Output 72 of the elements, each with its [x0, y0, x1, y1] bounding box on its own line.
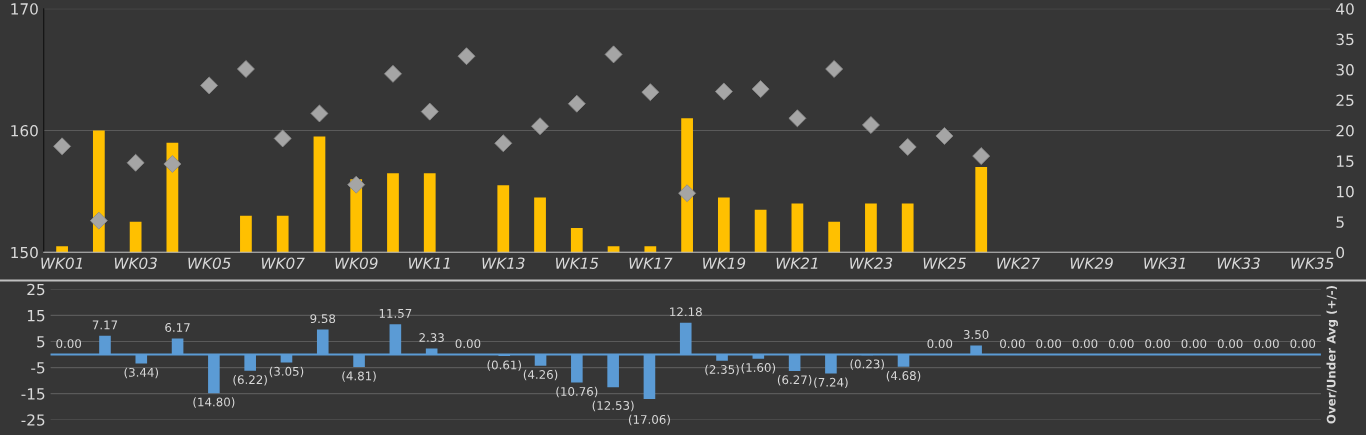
x-tick-label: WK17	[629, 257, 673, 269]
data-label: (10.76)	[556, 386, 598, 398]
data-label: (2.35)	[705, 364, 739, 376]
y-tick-label: 150	[11, 246, 38, 259]
data-label: 0.00	[1181, 339, 1207, 349]
data-label: (6.27)	[777, 375, 812, 386]
data-label: (3.05)	[269, 366, 304, 378]
data-label: 2.33	[419, 333, 444, 342]
data-label: 0.00	[1072, 339, 1098, 349]
y2-tick-label: 5	[1336, 216, 1344, 228]
data-label: 0.00	[1036, 339, 1062, 349]
y2-tick-label: 20	[1336, 124, 1354, 137]
y2-tick-label: 30	[1336, 64, 1354, 76]
x-tick-label: WK25	[923, 257, 966, 269]
x-tick-label: WK03	[114, 257, 157, 269]
y-tick-label: 170	[11, 3, 38, 15]
x-tick-label: WK11	[408, 257, 450, 269]
data-label: 0.00	[1290, 339, 1316, 349]
y2-tick-label: 15	[1337, 155, 1354, 167]
x-tick-label: WK05	[188, 257, 231, 269]
data-label: 0.00	[56, 339, 82, 349]
y-tick-label: -25	[21, 414, 45, 426]
data-label: 12.18	[670, 307, 702, 317]
data-label: (3.44)	[124, 367, 159, 379]
y2-tick-label: 35	[1336, 33, 1354, 46]
data-label: 0.00	[1108, 339, 1134, 349]
data-label: (14.80)	[193, 397, 235, 408]
y2-tick-label: 10	[1337, 185, 1354, 198]
x-tick-label: WK15	[555, 257, 599, 269]
y-tick-label: -15	[21, 388, 45, 400]
y-tick-label: 25	[27, 283, 45, 296]
data-label: (17.06)	[628, 414, 670, 426]
data-label: 11.57	[379, 309, 412, 318]
data-label: 7.17	[92, 320, 118, 330]
data-label: (0.23)	[850, 359, 884, 370]
data-label: (4.68)	[886, 370, 921, 382]
data-label: 0.00	[1000, 339, 1025, 349]
x-tick-label: WK13	[482, 257, 525, 269]
x-tick-label: WK19	[703, 257, 746, 269]
y-axis-title: Over/Under Avg (+/-)	[1326, 285, 1338, 424]
y-tick-label: 5	[37, 336, 45, 348]
data-label: 0.00	[927, 339, 953, 349]
data-label: (1.60)	[741, 362, 776, 374]
data-label: (4.26)	[523, 369, 558, 381]
data-label: 6.17	[165, 323, 190, 332]
y-tick-label: 160	[11, 124, 38, 137]
x-tick-label: WK33	[1217, 257, 1260, 269]
y2-tick-label: 0	[1336, 246, 1345, 259]
data-label: 0.00	[455, 339, 481, 349]
data-label: (7.24)	[814, 377, 848, 389]
data-label: 9.58	[310, 314, 336, 324]
data-label: (0.61)	[487, 360, 521, 371]
data-label: 0.00	[1254, 339, 1279, 349]
y2-tick-label: 40	[1336, 3, 1354, 15]
x-tick-label: WK27	[997, 257, 1041, 269]
y-tick-label: -5	[31, 362, 45, 374]
x-tick-label: WK09	[335, 257, 378, 269]
y2-tick-label: 25	[1336, 94, 1354, 107]
x-tick-label: WK31	[1144, 257, 1186, 269]
data-label: 0.00	[1145, 339, 1170, 349]
x-tick-label: WK21	[776, 257, 818, 269]
data-label: (12.53)	[592, 400, 634, 412]
x-tick-label: WK29	[1070, 257, 1113, 269]
data-label: 0.00	[1217, 339, 1243, 349]
y-tick-label: 15	[27, 310, 45, 322]
x-tick-label: WK23	[850, 257, 893, 269]
data-label: (4.81)	[342, 371, 376, 382]
x-tick-label: WK35	[1291, 257, 1334, 269]
data-label: (6.22)	[233, 374, 267, 386]
x-tick-label: WK01	[41, 257, 83, 269]
data-label: 3.50	[963, 330, 989, 339]
x-tick-label: WK07	[261, 257, 305, 269]
